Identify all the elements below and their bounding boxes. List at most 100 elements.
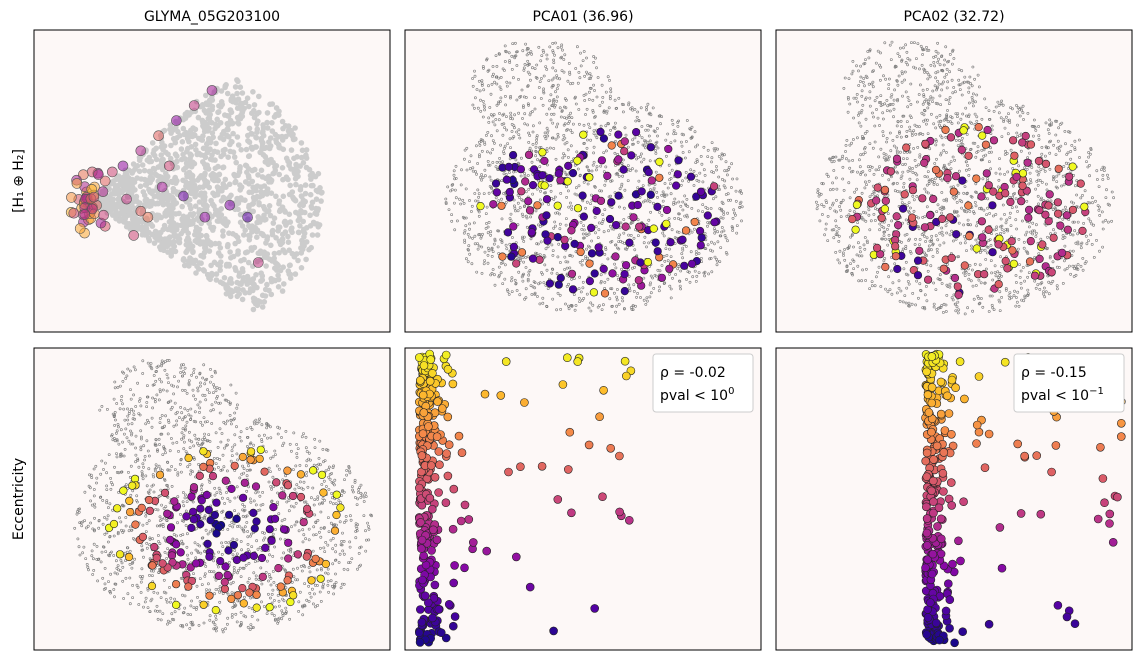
embedding-point (131, 179, 138, 185)
embedding-point (261, 254, 268, 260)
tissue-spot (538, 121, 542, 125)
tissue-spot (1021, 104, 1025, 108)
embedding-point (135, 226, 142, 232)
tissue-spot (660, 264, 664, 267)
tissue-spot (1077, 205, 1080, 209)
tissue-spot (487, 84, 490, 88)
tissue-spot (938, 94, 942, 98)
tissue-spot (593, 89, 596, 92)
tissue-spot (936, 51, 940, 55)
colored-spot (690, 217, 699, 227)
tissue-spot (498, 100, 502, 103)
tissue-spot (1049, 123, 1053, 127)
tissue-spot (890, 93, 894, 97)
tissue-spot (896, 190, 900, 193)
tissue-spot (1025, 264, 1029, 267)
tissue-spot (888, 43, 892, 47)
embedding-point (226, 263, 232, 269)
tissue-spot (935, 247, 939, 251)
tissue-spot (985, 245, 989, 249)
tissue-spot (917, 93, 921, 96)
tissue-spot (1026, 288, 1030, 292)
tissue-spot (965, 210, 969, 214)
tissue-spot (503, 44, 507, 48)
tissue-spot (934, 101, 938, 105)
tissue-spot (720, 226, 724, 229)
tissue-spot (912, 65, 916, 69)
tissue-spot (675, 230, 679, 234)
tissue-spot (879, 285, 883, 288)
colored-spot (649, 224, 658, 233)
tissue-spot (852, 245, 855, 249)
tissue-spot (971, 65, 975, 69)
embedding-point (151, 152, 158, 159)
embedding-point (269, 231, 276, 238)
tissue-spot (826, 214, 830, 218)
tissue-spot (579, 64, 583, 68)
tissue-spot (649, 274, 653, 278)
tissue-spot (534, 154, 538, 158)
tissue-spot (831, 156, 834, 160)
tissue-spot (1006, 229, 1010, 233)
tissue-spot (713, 229, 717, 232)
tissue-spot (942, 163, 946, 167)
tissue-spot (681, 200, 685, 204)
tissue-spot (972, 92, 975, 96)
tissue-spot (1054, 119, 1058, 123)
tissue-spot (450, 219, 454, 223)
tissue-spot (899, 46, 902, 50)
highlight-point (156, 181, 168, 193)
tissue-spot (986, 206, 990, 210)
tissue-spot (1051, 279, 1055, 283)
tissue-spot (940, 191, 944, 194)
tissue-spot (904, 43, 908, 47)
tissue-spot (916, 42, 920, 46)
tissue-spot (874, 207, 877, 211)
tissue-spot (554, 211, 558, 215)
tissue-spot (674, 273, 678, 276)
tissue-spot (1089, 146, 1093, 150)
tissue-spot (943, 166, 947, 170)
tissue-spot (1003, 126, 1007, 130)
tissue-spot (948, 70, 952, 74)
colored-spot (696, 187, 706, 196)
tissue-spot (953, 302, 957, 306)
embedding-point (220, 194, 227, 201)
tissue-spot (496, 245, 500, 249)
tissue-spot (967, 86, 971, 90)
tissue-spot (718, 188, 721, 191)
panel-pca01-spatial (404, 29, 762, 333)
tissue-spot (494, 165, 498, 169)
tissue-spot (1055, 119, 1059, 123)
tissue-spot (965, 249, 968, 253)
embedding-point (233, 100, 239, 106)
tissue-spot (885, 136, 889, 140)
tissue-spot (1065, 267, 1069, 270)
tissue-spot (486, 261, 490, 265)
tissue-spot (926, 118, 929, 122)
tissue-spot (489, 230, 493, 234)
tissue-spot (982, 230, 986, 234)
tissue-spot (1014, 274, 1018, 277)
tissue-spot (882, 117, 885, 121)
tissue-spot (681, 179, 684, 183)
tissue-spot (521, 279, 525, 283)
tissue-spot (538, 146, 542, 150)
tissue-spot (1035, 223, 1038, 227)
tissue-spot (816, 188, 820, 192)
tissue-spot (974, 182, 978, 186)
tissue-spot (721, 177, 724, 181)
tissue-spot (626, 145, 630, 149)
tissue-spot (497, 229, 501, 233)
tissue-spot (614, 107, 618, 110)
tissue-spot (936, 85, 939, 89)
tissue-spot (1004, 287, 1008, 290)
tissue-spot (475, 88, 479, 91)
tissue-spot (917, 227, 921, 231)
tissue-spot (895, 135, 899, 139)
tissue-spot (1104, 218, 1108, 222)
tissue-spot (1081, 268, 1085, 272)
tissue-spot (940, 68, 944, 72)
colored-spot (498, 252, 507, 261)
embedding-point (245, 259, 252, 266)
